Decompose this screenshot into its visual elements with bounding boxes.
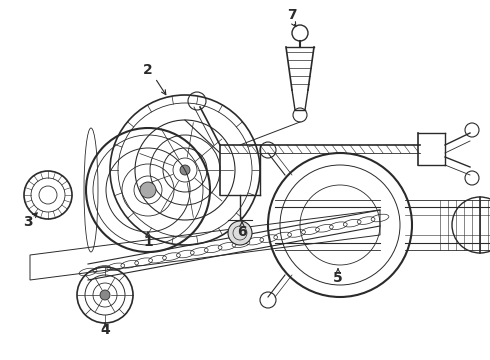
Text: 4: 4 — [100, 323, 110, 337]
Text: 3: 3 — [23, 215, 33, 229]
Circle shape — [100, 290, 110, 300]
Text: 5: 5 — [333, 271, 343, 285]
Text: 2: 2 — [143, 63, 153, 77]
Circle shape — [140, 182, 156, 198]
Text: 7: 7 — [287, 8, 297, 22]
Text: 1: 1 — [143, 235, 153, 249]
Circle shape — [228, 221, 252, 245]
Text: 6: 6 — [237, 225, 247, 239]
Circle shape — [180, 165, 190, 175]
